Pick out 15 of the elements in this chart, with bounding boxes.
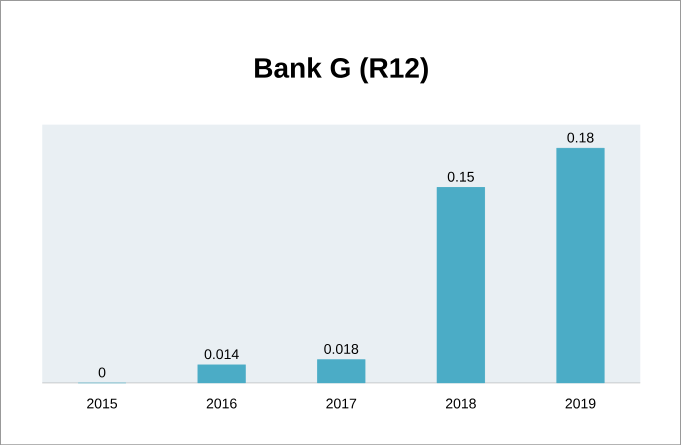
x-tick-label: 2017 [326, 398, 356, 408]
bar [556, 148, 605, 384]
data-label: 0.15 [448, 172, 474, 182]
bar [198, 364, 246, 384]
x-tick-label: 2019 [566, 398, 596, 408]
data-label: 0.018 [324, 344, 358, 354]
data-label: 0.014 [204, 349, 239, 360]
chart-title: Bank G (R12) [255, 57, 428, 84]
x-tick-label: 2018 [446, 398, 476, 408]
data-label: 0 [98, 367, 106, 378]
x-tick-label: 2015 [87, 398, 118, 408]
x-tick-label: 2016 [206, 398, 237, 408]
bar [317, 359, 366, 384]
bar [436, 186, 485, 384]
data-label: 0.18 [567, 132, 594, 142]
